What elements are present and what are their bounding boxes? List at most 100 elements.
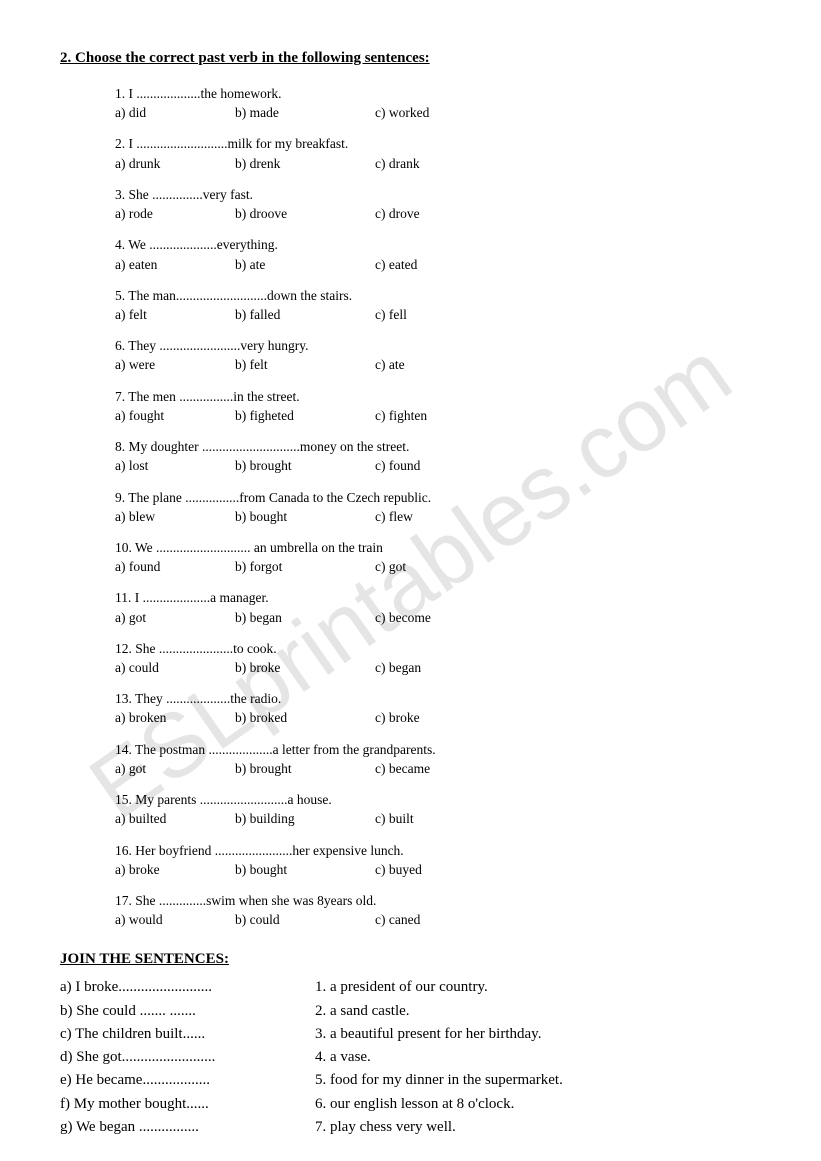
question-item: 15. My parents .........................… (115, 791, 761, 828)
question-item: 3. She ...............very fast. a) rode… (115, 186, 761, 223)
question-sentence: 10. We ............................ an u… (115, 539, 761, 557)
question-item: 12. She ......................to cook. a… (115, 640, 761, 677)
join-left: c) The children built...... (60, 1023, 315, 1046)
question-item: 8. My doughter .........................… (115, 438, 761, 475)
option-c: c) ate (375, 356, 405, 374)
question-options: a) got b) brought c) became (115, 760, 761, 778)
join-row: f) My mother bought...... 6. our english… (60, 1093, 761, 1116)
option-c: c) got (375, 558, 406, 576)
option-c: c) worked (375, 104, 429, 122)
question-options: a) broke b) bought c) buyed (115, 861, 761, 879)
question-item: 9. The plane ................from Canada… (115, 489, 761, 526)
option-a: a) got (115, 609, 235, 627)
join-right: 7. play chess very well. (315, 1116, 456, 1139)
question-item: 7. The men ................in the street… (115, 388, 761, 425)
option-b: b) began (235, 609, 375, 627)
option-b: b) drenk (235, 155, 375, 173)
option-b: b) brought (235, 457, 375, 475)
question-options: a) builted b) building c) built (115, 810, 761, 828)
option-a: a) found (115, 558, 235, 576)
join-left: a) I broke......................... (60, 976, 315, 999)
option-c: c) caned (375, 911, 420, 929)
join-row: b) She could ....... ....... 2. a sand c… (60, 1000, 761, 1023)
option-a: a) eaten (115, 256, 235, 274)
question-options: a) could b) broke c) began (115, 659, 761, 677)
option-b: b) felt (235, 356, 375, 374)
question-options: a) found b) forgot c) got (115, 558, 761, 576)
option-b: b) droove (235, 205, 375, 223)
question-item: 2. I ...........................milk for… (115, 135, 761, 172)
option-c: c) drove (375, 205, 420, 223)
option-c: c) became (375, 760, 430, 778)
question-options: a) lost b) brought c) found (115, 457, 761, 475)
question-item: 5. The man...........................dow… (115, 287, 761, 324)
question-sentence: 17. She ..............swim when she was … (115, 892, 761, 910)
option-c: c) become (375, 609, 431, 627)
question-item: 13. They ...................the radio. a… (115, 690, 761, 727)
question-item: 4. We ....................everything. a)… (115, 236, 761, 273)
option-b: b) broked (235, 709, 375, 727)
join-title: JOIN THE SENTENCES: (60, 951, 761, 968)
join-left: d) She got......................... (60, 1046, 315, 1069)
option-c: c) buyed (375, 861, 422, 879)
question-options: a) were b) felt c) ate (115, 356, 761, 374)
option-c: c) eated (375, 256, 417, 274)
option-b: b) figheted (235, 407, 375, 425)
question-options: a) got b) began c) become (115, 609, 761, 627)
question-item: 6. They ........................very hun… (115, 337, 761, 374)
option-b: b) broke (235, 659, 375, 677)
join-left: b) She could ....... ....... (60, 1000, 315, 1023)
join-row: e) He became.................. 5. food f… (60, 1069, 761, 1092)
question-options: a) did b) made c) worked (115, 104, 761, 122)
option-b: b) bought (235, 508, 375, 526)
option-b: b) bought (235, 861, 375, 879)
join-right: 6. our english lesson at 8 o'clock. (315, 1093, 514, 1116)
question-options: a) drunk b) drenk c) drank (115, 155, 761, 173)
question-sentence: 2. I ...........................milk for… (115, 135, 761, 153)
option-a: a) got (115, 760, 235, 778)
question-item: 17. She ..............swim when she was … (115, 892, 761, 929)
option-b: b) brought (235, 760, 375, 778)
join-right: 2. a sand castle. (315, 1000, 410, 1023)
question-sentence: 1. I ...................the homework. (115, 85, 761, 103)
question-options: a) felt b) falled c) fell (115, 306, 761, 324)
option-c: c) began (375, 659, 421, 677)
option-c: c) built (375, 810, 414, 828)
question-options: a) eaten b) ate c) eated (115, 256, 761, 274)
option-a: a) lost (115, 457, 235, 475)
option-a: a) felt (115, 306, 235, 324)
join-right: 3. a beautiful present for her birthday. (315, 1023, 541, 1046)
question-sentence: 9. The plane ................from Canada… (115, 489, 761, 507)
option-b: b) made (235, 104, 375, 122)
option-a: a) blew (115, 508, 235, 526)
question-sentence: 6. They ........................very hun… (115, 337, 761, 355)
option-a: a) would (115, 911, 235, 929)
join-left: g) We began ................ (60, 1116, 315, 1139)
question-item: 10. We ............................ an u… (115, 539, 761, 576)
question-options: a) blew b) bought c) flew (115, 508, 761, 526)
option-b: b) forgot (235, 558, 375, 576)
join-left: e) He became.................. (60, 1069, 315, 1092)
question-sentence: 12. She ......................to cook. (115, 640, 761, 658)
option-b: b) could (235, 911, 375, 929)
question-sentence: 15. My parents .........................… (115, 791, 761, 809)
join-right: 1. a president of our country. (315, 976, 488, 999)
question-item: 14. The postman ...................a let… (115, 741, 761, 778)
question-item: 11. I ....................a manager. a) … (115, 589, 761, 626)
question-options: a) rode b) droove c) drove (115, 205, 761, 223)
option-b: b) falled (235, 306, 375, 324)
option-c: c) drank (375, 155, 420, 173)
option-a: a) fought (115, 407, 235, 425)
option-a: a) did (115, 104, 235, 122)
question-item: 1. I ...................the homework. a)… (115, 85, 761, 122)
join-row: g) We began ................ 7. play che… (60, 1116, 761, 1139)
question-options: a) fought b) figheted c) fighten (115, 407, 761, 425)
option-b: b) ate (235, 256, 375, 274)
option-b: b) building (235, 810, 375, 828)
join-right: 4. a vase. (315, 1046, 371, 1069)
question-sentence: 14. The postman ...................a let… (115, 741, 761, 759)
exercise-title: 2. Choose the correct past verb in the f… (60, 50, 761, 67)
option-a: a) broken (115, 709, 235, 727)
question-sentence: 13. They ...................the radio. (115, 690, 761, 708)
question-sentence: 7. The men ................in the street… (115, 388, 761, 406)
